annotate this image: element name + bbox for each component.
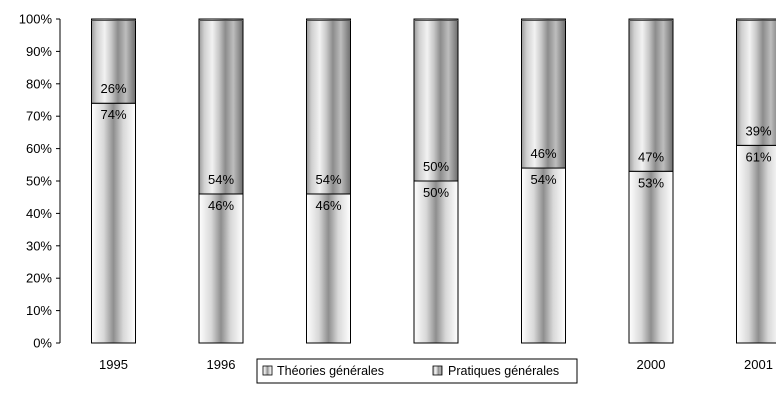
- legend-swatch-series-2: [432, 365, 443, 376]
- y-tick-label: 50%: [26, 174, 52, 189]
- y-tick-label: 90%: [26, 44, 52, 59]
- y-tick-label: 0%: [33, 336, 52, 351]
- y-tick-label: 20%: [26, 271, 52, 286]
- value-label-theories: 54%: [530, 172, 556, 187]
- x-tick-label: 2001: [744, 357, 773, 372]
- y-tick-label: 60%: [26, 141, 52, 156]
- value-label-pratiques: 50%: [423, 159, 449, 174]
- bar-theories: [736, 144, 776, 344]
- y-tick-label: 80%: [26, 76, 52, 91]
- bar-pratiques: [91, 18, 136, 104]
- bar-theories: [413, 180, 459, 344]
- value-labels: 26% 74% 54% 46% 54% 46% 50% 50% 46% 54% 47% 53% 39% 6…: [100, 81, 771, 213]
- bar-pratiques: [198, 18, 244, 195]
- value-label-pratiques: 39%: [745, 123, 771, 138]
- x-tick-label: 1996: [207, 357, 236, 372]
- legend-box: [256, 358, 578, 384]
- y-tick-label: 40%: [26, 206, 52, 221]
- value-label-theories: 46%: [315, 198, 341, 213]
- x-tick-label: 1995: [99, 357, 128, 372]
- bar-theories: [198, 193, 244, 344]
- y-tick-label: 100%: [19, 12, 53, 27]
- bar-pratiques: [306, 18, 351, 195]
- legend-label-series-1: Théories générales: [277, 364, 384, 378]
- value-label-theories: 46%: [208, 198, 234, 213]
- bar-theories: [306, 193, 351, 344]
- bar-theories: [521, 167, 566, 344]
- bar-pratiques: [628, 18, 674, 172]
- legend-swatch-series-1: [262, 365, 273, 376]
- value-label-theories: 74%: [100, 107, 126, 122]
- value-label-theories: 50%: [423, 185, 449, 200]
- y-axis: 0% 10% 20% 30% 40% 50% 60% 70% 80% 90% 100%: [19, 12, 61, 351]
- value-label-pratiques: 54%: [208, 172, 234, 187]
- value-label-theories: 61%: [745, 149, 771, 164]
- bar-pratiques: [413, 18, 459, 182]
- value-label-pratiques: 47%: [638, 149, 664, 164]
- y-tick-label: 30%: [26, 238, 52, 253]
- y-tick-label: 10%: [26, 303, 52, 318]
- bar-theories: [628, 170, 674, 344]
- y-tick-label: 70%: [26, 109, 52, 124]
- value-label-pratiques: 26%: [100, 81, 126, 96]
- legend: Théories générales Pratiques générales: [256, 358, 578, 384]
- legend-label-series-2: Pratiques générales: [448, 364, 559, 378]
- bar-pratiques: [736, 18, 776, 146]
- value-label-pratiques: 46%: [530, 146, 556, 161]
- bar-pratiques: [521, 18, 566, 169]
- value-label-pratiques: 54%: [315, 172, 341, 187]
- bar-theories: [91, 102, 136, 344]
- x-tick-label: 2000: [637, 357, 666, 372]
- bars: [91, 18, 776, 344]
- value-label-theories: 53%: [638, 175, 664, 190]
